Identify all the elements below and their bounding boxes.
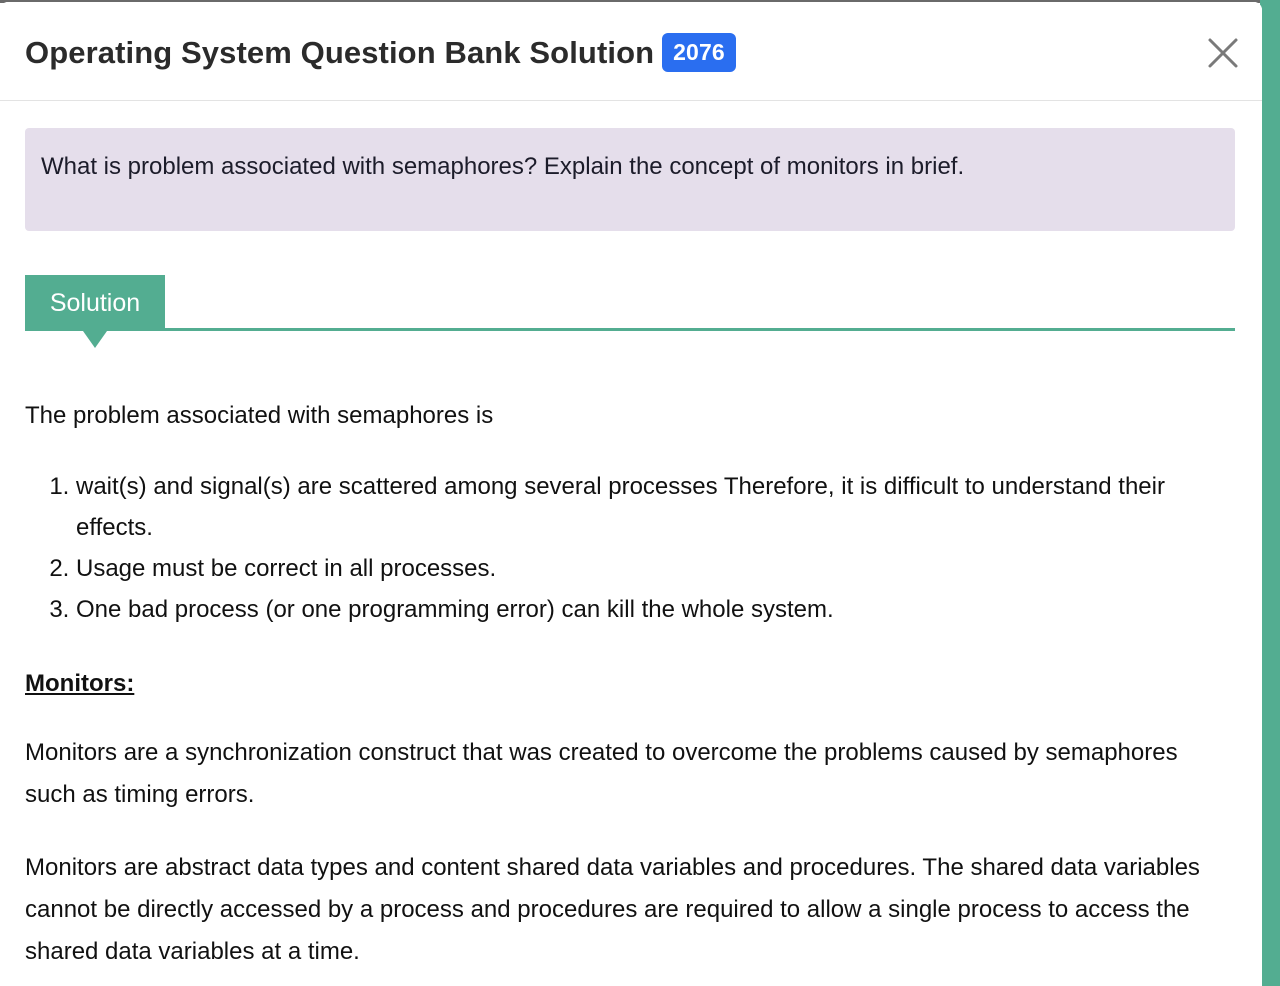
list-item: Usage must be correct in all processes. (76, 548, 1225, 589)
problem-list: wait(s) and signal(s) are scattered amon… (25, 466, 1225, 630)
monitors-paragraph-1: Monitors are a synchronization construct… (25, 739, 1178, 808)
question-box: What is problem associated with semaphor… (25, 128, 1235, 231)
monitors-heading: Monitors: (25, 670, 135, 697)
solution-divider (25, 328, 1235, 331)
modal-title-text: Operating System Question Bank Solution (25, 35, 655, 70)
list-item: One bad process (or one programming erro… (76, 589, 1225, 630)
modal-title: Operating System Question Bank Solution 2… (25, 33, 736, 72)
monitors-paragraph-2: Monitors are abstract data types and con… (25, 854, 1200, 965)
answer-intro: The problem associated with semaphores i… (25, 402, 494, 429)
modal-header: Operating System Question Bank Solution 2… (0, 2, 1262, 101)
question-text: What is problem associated with semaphor… (41, 153, 965, 180)
solution-content: The problem associated with semaphores i… (25, 392, 1225, 973)
backdrop-top-edge (0, 0, 1280, 3)
list-item: wait(s) and signal(s) are scattered amon… (76, 466, 1225, 548)
close-button[interactable] (1206, 36, 1240, 70)
solution-tab-bar: Solution (25, 275, 1235, 348)
close-icon (1208, 38, 1238, 68)
solution-tab: Solution (25, 275, 165, 348)
backdrop-page-strip (1260, 0, 1280, 986)
year-badge: 2076 (662, 33, 736, 72)
